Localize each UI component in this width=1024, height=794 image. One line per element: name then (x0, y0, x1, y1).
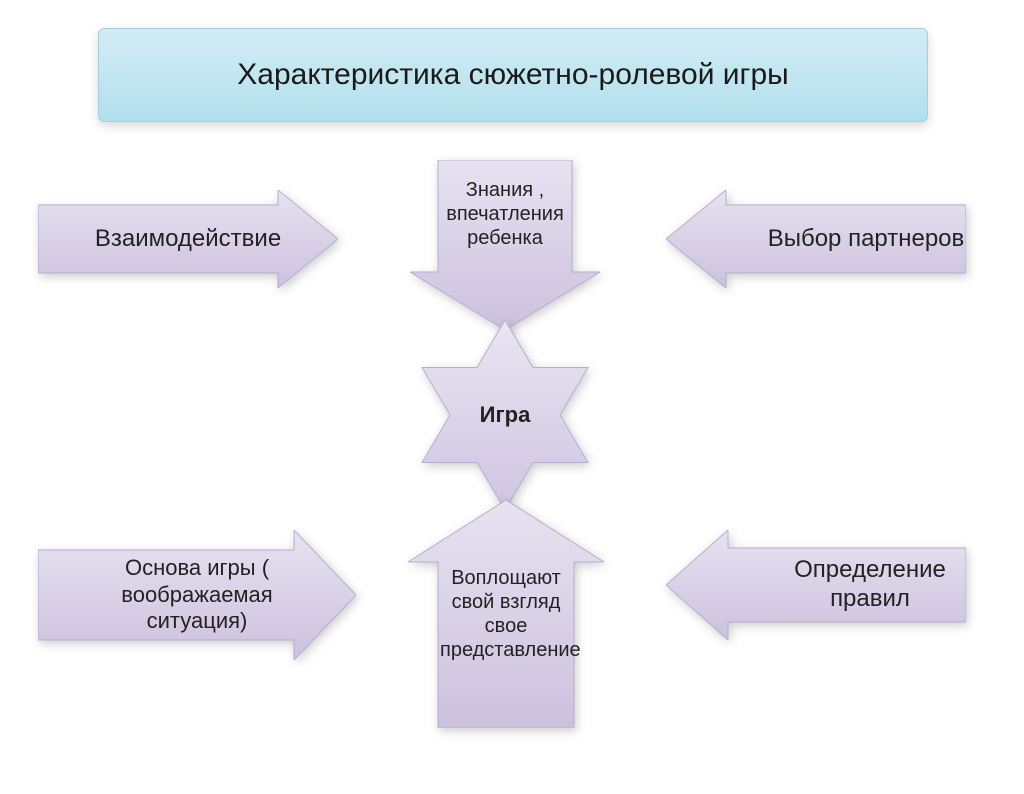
node-center-star: Игра (405, 320, 605, 510)
node-bottom-right: Определение правил (666, 530, 966, 640)
title-banner: Характеристика сюжетно-ролевой игры (98, 28, 928, 122)
node-bottom-left: Основа игры ( воображаемая ситуация) (38, 530, 356, 660)
node-top-left: Взаимодействие (38, 190, 338, 288)
node-bottom-center: Воплощают свой взгляд свое представление (408, 500, 604, 728)
title-text: Характеристика сюжетно-ролевой игры (237, 58, 788, 92)
node-top-right: Выбор партнеров (666, 190, 966, 288)
node-top-center: Знания , впечатления ребенка (410, 160, 600, 330)
